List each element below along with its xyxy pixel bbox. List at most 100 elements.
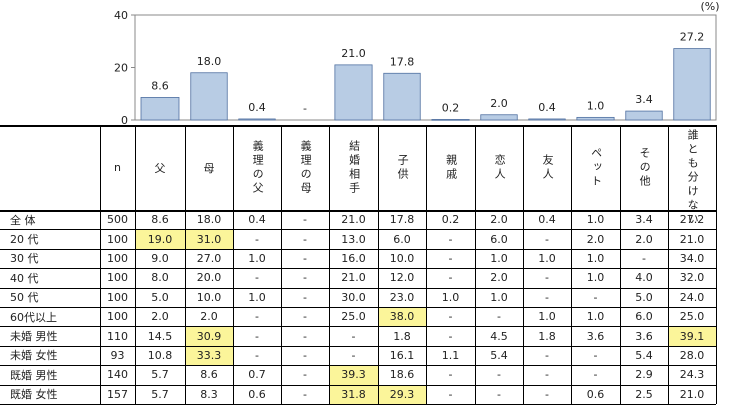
table-cell-2-11: 34.0 <box>679 251 705 265</box>
row-n-2: 100 <box>107 251 128 265</box>
table-cell-2-4: 16.0 <box>341 251 366 265</box>
table-cell-1-3: - <box>303 232 307 246</box>
table-cell-2-7: 1.0 <box>490 251 508 265</box>
table-cell-6-1: 30.9 <box>185 326 233 346</box>
table-cell-0-3: - <box>303 213 307 227</box>
table-cell-7-4: - <box>351 348 356 362</box>
table-cell-0-4: 21.0 <box>341 213 366 227</box>
bar-value-label-2: 0.4 <box>248 101 266 114</box>
table-cell-3-7: 2.0 <box>490 271 508 285</box>
table-cell-3-10: 4.0 <box>635 271 653 285</box>
table-cell-2-9: 1.0 <box>586 251 605 265</box>
bar-value-label-7: 2.0 <box>490 97 508 110</box>
bar-value-label-1: 18.0 <box>197 55 222 68</box>
table-cell-8-10: 2.9 <box>635 368 653 382</box>
table-cell-7-2: - <box>255 348 259 362</box>
column-header-8: 友人 <box>523 125 571 210</box>
table-cell-3-8: - <box>545 271 549 285</box>
table-cell-7-6: 1.1 <box>441 348 460 362</box>
table-cell-5-0: 2.0 <box>151 310 169 324</box>
table-cell-0-8: 0.4 <box>538 213 556 227</box>
bar-9 <box>576 116 615 121</box>
column-header-5: 子供 <box>378 125 426 210</box>
col-border-11 <box>620 125 621 404</box>
row-n-1: 100 <box>107 232 128 246</box>
table-cell-7-5: 16.1 <box>389 348 415 362</box>
header-n: n <box>114 161 121 174</box>
table-cell-0-9: 1.0 <box>586 213 605 227</box>
table-cell-3-0: 8.0 <box>151 271 169 285</box>
table-cell-7-8: - <box>545 348 549 362</box>
table-cell-6-4: - <box>351 329 356 343</box>
table-cell-3-2: - <box>255 271 259 285</box>
row-border-8 <box>0 365 716 366</box>
table-cell-5-7: - <box>497 310 501 324</box>
col-border-2 <box>185 125 186 404</box>
column-header-2: 義理の父 <box>233 125 281 210</box>
table-cell-5-3: - <box>303 310 307 324</box>
row-label-9: 既婚 女性 <box>10 388 58 402</box>
table-cell-8-6: - <box>448 368 453 382</box>
row-n-8: 140 <box>107 368 128 382</box>
bar-10 <box>625 110 663 121</box>
bar-chart: 0 20 40 (%) 8.6 18.0 0.4 - 21.0 17.8 0.2 2.0 0.4 1.0 3… <box>114 0 720 125</box>
table-cell-1-10: 2.0 <box>635 232 653 246</box>
table-cell-0-6: 0.2 <box>441 213 460 227</box>
bar-value-label-9: 1.0 <box>587 99 605 112</box>
row-border-4 <box>0 287 716 289</box>
bar-value-label-8: 0.4 <box>538 101 556 114</box>
col-border-4 <box>281 125 282 404</box>
column-header-text-5: 子供 <box>396 153 410 182</box>
table-cell-3-6: - <box>448 271 453 285</box>
table-cell-2-8: 1.0 <box>538 251 556 265</box>
bar-value-label-5: 17.8 <box>390 55 415 68</box>
col-border-6 <box>378 125 379 404</box>
column-header-text-10: その他 <box>638 146 652 189</box>
table-cell-3-9: 1.0 <box>586 271 605 285</box>
table-cell-4-9: - <box>593 290 598 304</box>
table-cell-8-3: - <box>303 368 307 382</box>
table-cell-2-1: 27.0 <box>196 251 222 265</box>
bar-6 <box>431 119 470 121</box>
y-tick-label-1: 20 <box>114 62 128 75</box>
table-cell-1-9: 2.0 <box>586 232 605 246</box>
bar-2 <box>238 118 276 121</box>
table-cell-4-7: 1.0 <box>490 290 508 304</box>
table-cell-3-11: 32.0 <box>679 271 705 285</box>
table-cell-8-2: 0.7 <box>248 368 266 382</box>
table-cell-5-10: 6.0 <box>635 310 653 324</box>
table-cell-5-11: 25.0 <box>679 310 705 324</box>
table-cell-4-8: - <box>545 290 549 304</box>
row-n-5: 100 <box>107 310 128 324</box>
row-label-8: 既婚 男性 <box>10 368 58 382</box>
table-cell-9-10: 2.5 <box>635 387 653 401</box>
col-border-9 <box>523 125 524 404</box>
column-header-9: ペット <box>571 125 620 210</box>
row-label-2: 30 代 <box>10 252 39 266</box>
column-header-3: 義理の母 <box>281 125 329 210</box>
table-cell-1-0: 19.0 <box>135 229 185 249</box>
table-top-border <box>0 125 716 127</box>
col-border-3 <box>233 125 234 404</box>
row-label-4: 50 代 <box>10 291 39 305</box>
table-cell-3-5: 12.0 <box>389 271 415 285</box>
table-cell-3-1: 20.0 <box>196 271 222 285</box>
col-border-0 <box>100 125 101 404</box>
column-header-1: 母 <box>185 125 233 210</box>
column-header-10: その他 <box>620 125 668 210</box>
bar-value-label-10: 3.4 <box>635 93 653 106</box>
unit-label: (%) <box>700 0 719 13</box>
table-cell-4-4: 30.0 <box>341 290 366 304</box>
table-cell-7-1: 33.3 <box>185 345 233 366</box>
table-cell-3-3: - <box>303 271 307 285</box>
table-cell-4-3: - <box>303 290 307 304</box>
bar-5 <box>383 72 421 121</box>
table-cell-1-4: 13.0 <box>341 232 366 246</box>
col-border-12 <box>668 125 669 404</box>
col-border-10 <box>571 125 572 404</box>
table-cell-1-11: 21.0 <box>679 232 705 246</box>
table-cell-6-6: - <box>448 329 453 343</box>
column-header-text-1: 母 <box>203 161 215 175</box>
table-cell-8-0: 5.7 <box>151 368 169 382</box>
y-tick-label-2: 40 <box>114 9 128 22</box>
